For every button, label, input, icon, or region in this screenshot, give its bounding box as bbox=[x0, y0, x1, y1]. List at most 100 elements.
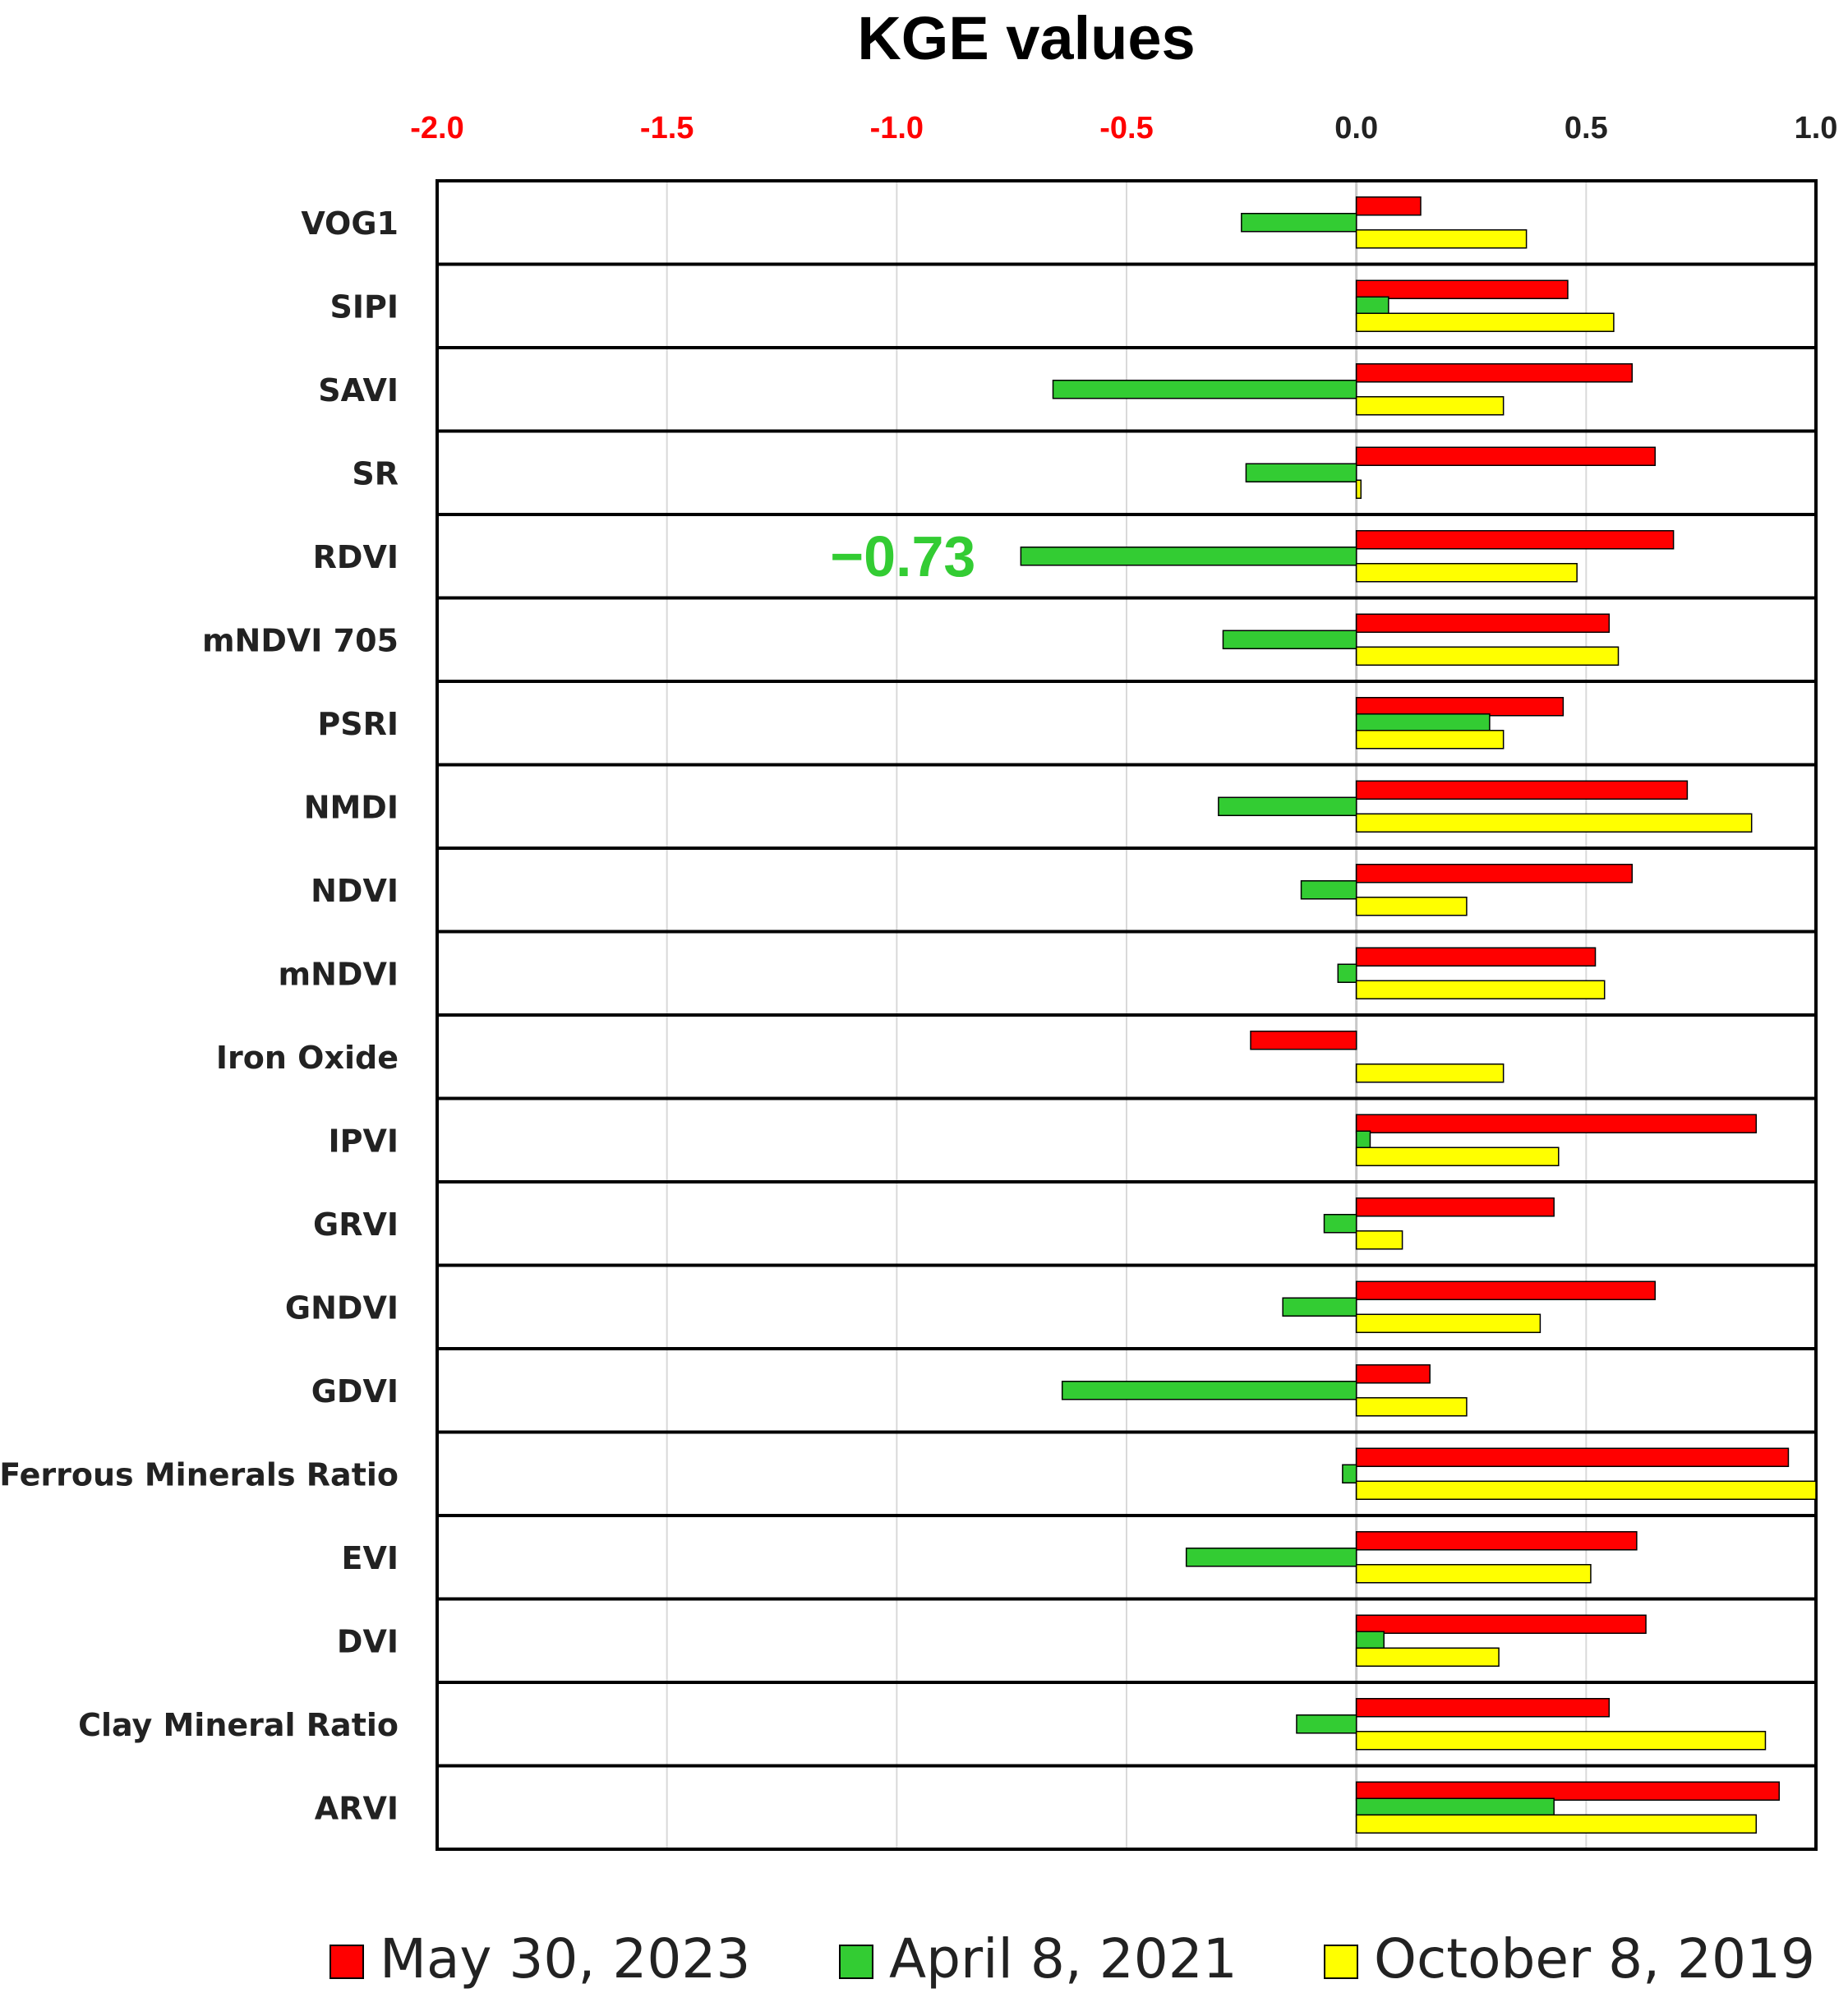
bar-mndvi-705-october-8-2019 bbox=[1355, 646, 1620, 666]
bar-nmdi-may-30-2023 bbox=[1355, 780, 1689, 800]
bar-vog1-october-8-2019 bbox=[1355, 229, 1528, 249]
category-label-grvi: GRVI bbox=[313, 1207, 399, 1243]
category-label-sipi: SIPI bbox=[330, 288, 399, 325]
legend-swatch-may-30-2023 bbox=[330, 1945, 364, 1979]
bar-arvi-october-8-2019 bbox=[1355, 1814, 1758, 1834]
bar-mndvi-705-april-8-2021 bbox=[1222, 630, 1357, 649]
category-label-gdvi: GDVI bbox=[311, 1373, 399, 1410]
bar-nmdi-april-8-2021 bbox=[1218, 796, 1357, 816]
x-tick-label: -0.5 bbox=[1099, 111, 1153, 145]
bar-ipvi-may-30-2023 bbox=[1355, 1114, 1758, 1133]
category-label-arvi: ARVI bbox=[315, 1790, 399, 1826]
bars bbox=[1020, 196, 1817, 1834]
bar-evi-october-8-2019 bbox=[1355, 1564, 1592, 1584]
bar-rdvi-may-30-2023 bbox=[1355, 530, 1675, 550]
x-tick-label: -2.0 bbox=[410, 111, 463, 145]
bar-sr-may-30-2023 bbox=[1355, 446, 1656, 466]
bar-evi-april-8-2021 bbox=[1185, 1548, 1357, 1567]
bar-grvi-may-30-2023 bbox=[1355, 1197, 1555, 1217]
bar-vog1-april-8-2021 bbox=[1241, 213, 1357, 233]
bar-grvi-april-8-2021 bbox=[1323, 1214, 1357, 1234]
legend-label-may-30-2023: May 30, 2023 bbox=[380, 1927, 750, 1991]
bar-evi-may-30-2023 bbox=[1355, 1531, 1638, 1551]
bar-rdvi-october-8-2019 bbox=[1355, 563, 1578, 583]
x-tick-label: -1.0 bbox=[870, 111, 924, 145]
bar-mndvi-705-may-30-2023 bbox=[1355, 613, 1611, 633]
bar-psri-april-8-2021 bbox=[1355, 713, 1491, 733]
bar-gndvi-october-8-2019 bbox=[1355, 1313, 1542, 1333]
category-label-savi: SAVI bbox=[318, 372, 399, 408]
bar-gndvi-may-30-2023 bbox=[1355, 1280, 1656, 1300]
legend-label-april-8-2021: April 8, 2021 bbox=[889, 1927, 1237, 1991]
x-tick-label: -1.5 bbox=[640, 111, 694, 145]
bar-psri-may-30-2023 bbox=[1355, 697, 1565, 717]
bar-gdvi-april-8-2021 bbox=[1061, 1381, 1357, 1400]
bar-mndvi-october-8-2019 bbox=[1355, 980, 1606, 999]
bar-sipi-may-30-2023 bbox=[1355, 279, 1569, 299]
category-label-nmdi: NMDI bbox=[304, 789, 399, 825]
bar-sr-october-8-2019 bbox=[1355, 479, 1362, 499]
bar-clay-mineral-ratio-may-30-2023 bbox=[1355, 1698, 1611, 1718]
bar-gndvi-april-8-2021 bbox=[1282, 1297, 1357, 1317]
bar-dvi-may-30-2023 bbox=[1355, 1614, 1647, 1634]
bar-gdvi-october-8-2019 bbox=[1355, 1397, 1468, 1417]
bar-clay-mineral-ratio-october-8-2019 bbox=[1355, 1731, 1767, 1751]
category-label-mndvi: mNDVI bbox=[279, 956, 399, 992]
legend-swatch-april-8-2021 bbox=[839, 1945, 873, 1979]
bar-iron-oxide-october-8-2019 bbox=[1355, 1063, 1505, 1083]
category-label-sr: SR bbox=[352, 455, 399, 491]
annotations: −0.73 bbox=[830, 524, 975, 588]
bar-mndvi-april-8-2021 bbox=[1337, 963, 1357, 983]
bar-clay-mineral-ratio-april-8-2021 bbox=[1296, 1714, 1357, 1734]
bar-psri-october-8-2019 bbox=[1355, 730, 1505, 750]
bar-ipvi-october-8-2019 bbox=[1355, 1147, 1560, 1166]
bar-gdvi-may-30-2023 bbox=[1355, 1364, 1431, 1384]
x-tick-label: 0.5 bbox=[1565, 111, 1608, 145]
bar-savi-october-8-2019 bbox=[1355, 396, 1505, 416]
x-tick-label: 1.0 bbox=[1795, 111, 1838, 145]
x-axis-ticks: -2.0 -1.5 -1.0 -0.5 0.0 0.5 1.0 bbox=[410, 111, 1837, 145]
bar-dvi-april-8-2021 bbox=[1355, 1631, 1385, 1650]
category-label-gndvi: GNDVI bbox=[285, 1290, 399, 1326]
bar-sipi-april-8-2021 bbox=[1355, 296, 1389, 316]
category-label-mndvi-705: mNDVI 705 bbox=[202, 622, 399, 658]
category-label-iron-oxide: Iron Oxide bbox=[216, 1040, 399, 1076]
bar-savi-april-8-2021 bbox=[1052, 380, 1357, 399]
bar-ndvi-october-8-2019 bbox=[1355, 897, 1468, 916]
bar-arvi-april-8-2021 bbox=[1355, 1797, 1555, 1817]
bar-ferrous-minerals-ratio-october-8-2019 bbox=[1355, 1480, 1817, 1500]
category-label-ndvi: NDVI bbox=[311, 873, 399, 909]
category-row-arvi bbox=[436, 1764, 1818, 1851]
bar-sr-april-8-2021 bbox=[1245, 463, 1357, 482]
legend-swatch-october-8-2019 bbox=[1324, 1945, 1358, 1979]
bar-arvi-may-30-2023 bbox=[1355, 1781, 1781, 1801]
category-label-dvi: DVI bbox=[337, 1623, 399, 1659]
category-label-clay-mineral-ratio: Clay Mineral Ratio bbox=[78, 1707, 399, 1743]
bar-ferrous-minerals-ratio-may-30-2023 bbox=[1355, 1447, 1790, 1467]
bar-mndvi-may-30-2023 bbox=[1355, 947, 1597, 967]
bar-dvi-october-8-2019 bbox=[1355, 1647, 1500, 1667]
category-label-psri: PSRI bbox=[317, 706, 399, 742]
annotation-label: −0.73 bbox=[830, 524, 975, 588]
category-label-ipvi: IPVI bbox=[328, 1123, 399, 1159]
category-label-rdvi: RDVI bbox=[313, 539, 399, 575]
bar-sipi-october-8-2019 bbox=[1355, 312, 1615, 332]
bar-vog1-may-30-2023 bbox=[1355, 196, 1422, 216]
category-label-vog1: VOG1 bbox=[301, 205, 399, 242]
bar-ferrous-minerals-ratio-april-8-2021 bbox=[1342, 1464, 1357, 1483]
bar-ndvi-may-30-2023 bbox=[1355, 864, 1634, 884]
bar-grvi-october-8-2019 bbox=[1355, 1230, 1403, 1250]
bar-savi-may-30-2023 bbox=[1355, 363, 1634, 383]
category-labels: VOG1 SIPI SAVI SR RDVI mNDVI 705 PSRI NMDI NDVI m… bbox=[0, 205, 399, 1827]
x-tick-label: 0.0 bbox=[1334, 111, 1378, 145]
legend: May 30, 2023 April 8, 2021 October 8, 2019 bbox=[330, 1927, 1815, 1991]
bar-iron-oxide-may-30-2023 bbox=[1250, 1031, 1357, 1050]
bar-rdvi-april-8-2021 bbox=[1020, 547, 1357, 566]
chart-title: KGE values bbox=[857, 4, 1195, 72]
category-label-evi: EVI bbox=[341, 1540, 399, 1576]
bar-nmdi-october-8-2019 bbox=[1355, 813, 1753, 833]
category-rows bbox=[436, 179, 1818, 1851]
bar-ipvi-april-8-2021 bbox=[1355, 1130, 1371, 1150]
bar-ndvi-april-8-2021 bbox=[1300, 880, 1357, 900]
